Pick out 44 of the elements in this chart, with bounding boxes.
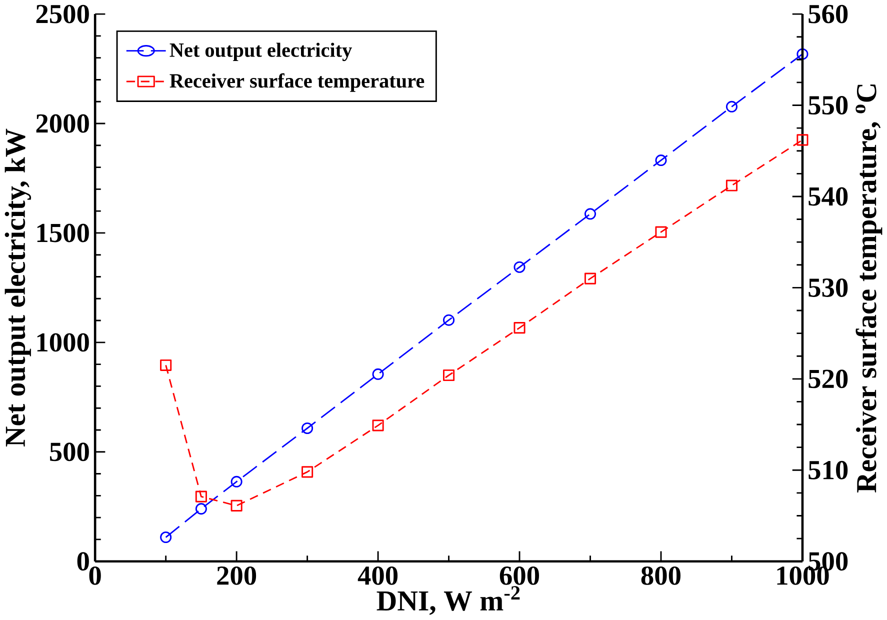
- point: [195, 503, 207, 515]
- y-axis-title: Net output electricity, kW: [4, 128, 32, 447]
- x-tick-label: 200: [217, 566, 256, 586]
- y2-tick-label: 530: [808, 278, 848, 298]
- point: [443, 314, 455, 326]
- legend-label: Receiver surface temperature: [170, 73, 424, 92]
- y2-axis-title: Receiver surface temperature, $^{o}$C: [856, 84, 882, 493]
- point: [796, 48, 808, 60]
- point: [514, 262, 526, 274]
- point: [655, 154, 667, 166]
- y2-tick-label: 560: [808, 4, 848, 24]
- y-tick-label: 500: [50, 442, 89, 462]
- y-tick-label: 2500: [36, 4, 89, 24]
- x-axis-title: DNI, W m$^{-2}$: [376, 586, 520, 616]
- point: [584, 208, 596, 220]
- x-tick-label: 400: [358, 566, 398, 586]
- point: [302, 422, 314, 434]
- y-tick-label: 0: [77, 552, 89, 571]
- point: [230, 476, 242, 488]
- point: [514, 322, 526, 334]
- point: [372, 420, 384, 432]
- point: [230, 500, 242, 512]
- point: [726, 101, 738, 113]
- point: [443, 370, 455, 382]
- point: [160, 532, 172, 544]
- y2-tick-label: 550: [808, 96, 848, 115]
- point: [796, 134, 808, 146]
- y2-tick-label: 540: [808, 187, 848, 206]
- point: [302, 466, 314, 478]
- x-tick-label: 600: [500, 566, 540, 586]
- point: [160, 360, 172, 372]
- y-tick-label: 2000: [36, 114, 89, 133]
- point: [726, 180, 738, 192]
- x-tick-label: 800: [641, 566, 680, 586]
- point: [655, 226, 667, 238]
- y-tick-label: 1500: [37, 224, 89, 242]
- legend-label: Net output electricity: [170, 42, 352, 62]
- point: [372, 368, 384, 380]
- y2-tick-label: 520: [808, 370, 848, 388]
- y-tick-label: 1000: [37, 333, 89, 352]
- point: [584, 272, 596, 284]
- y2-tick-label: 510: [808, 461, 848, 480]
- x-tick-label: 0: [89, 566, 101, 586]
- point: [195, 490, 207, 503]
